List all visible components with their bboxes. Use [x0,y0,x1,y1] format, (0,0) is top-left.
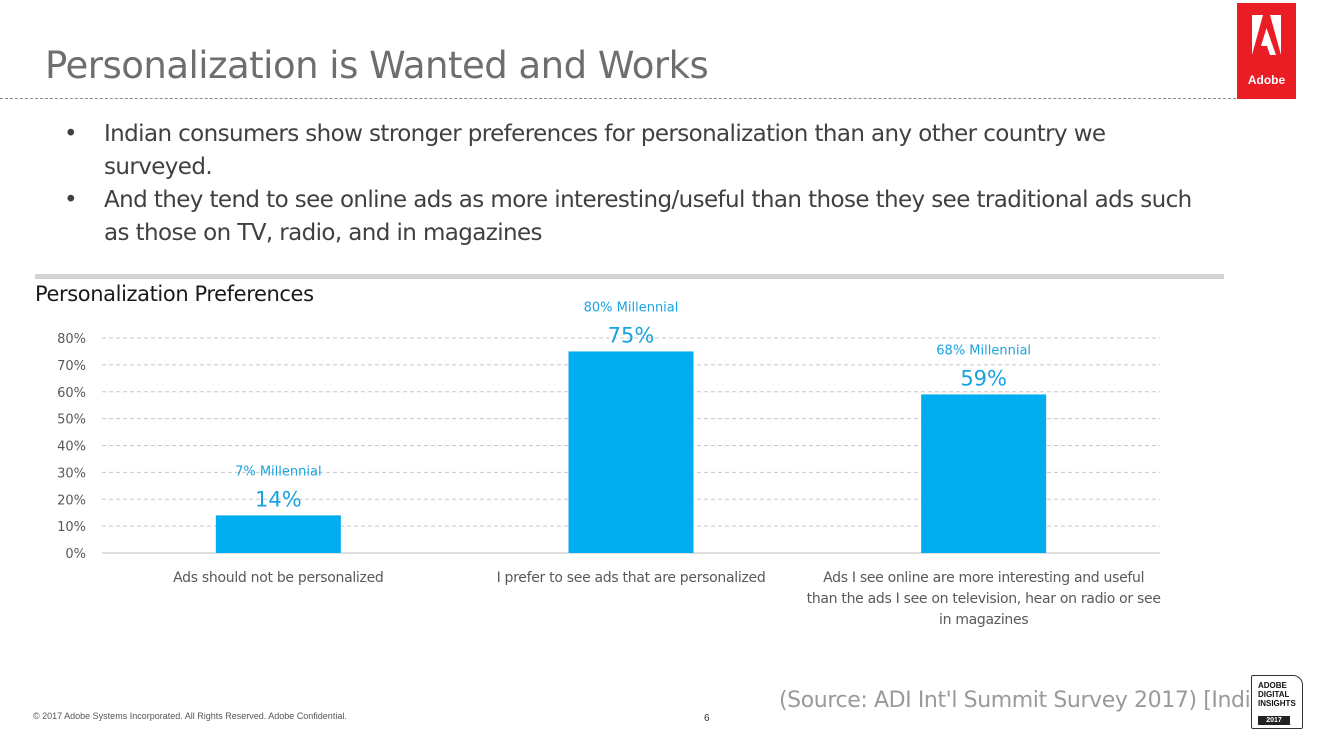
data-label: 14% [255,487,302,511]
y-tick-label: 10% [57,520,86,535]
bullet-text: Indian consumers show stronger preferenc… [104,121,1106,180]
badge-year: 2017 [1258,716,1290,725]
adobe-wordmark: Adobe [1247,73,1286,87]
y-tick-label: 0% [65,547,86,562]
adobe-digital-insights-badge: ADOBE DIGITAL INSIGHTS 2017 [1251,675,1303,729]
copyright-notice: © 2017 Adobe Systems Incorporated. All R… [33,711,347,721]
title-divider [0,98,1236,99]
y-tick-label: 40% [57,440,86,455]
millennial-annotation: 80% Millennial [584,300,679,315]
y-tick-label: 80% [57,332,86,347]
data-label: 59% [960,366,1007,390]
y-tick-label: 60% [57,386,86,401]
x-category-label: I prefer to see ads that are personalize… [497,570,766,586]
bar-chart: 0% 10% 20% 30% 40% 50% 60% 70% 80% 14% 7% Millenni… [57,300,1161,628]
y-tick-label: 20% [57,493,86,508]
x-category-label: in magazines [939,612,1028,628]
x-category-label: than the ads I see on television, hear o… [807,591,1161,607]
page-number: 6 [704,713,710,724]
y-tick-label: 30% [57,466,86,481]
bullet-item: • And they tend to see online ads as mor… [62,184,1192,250]
source-note: (Source: ADI Int'l Summit Survey 2017) [… [779,688,1272,713]
adobe-logo: Adobe [1237,3,1296,99]
y-tick-label: 70% [57,359,86,374]
bullet-text: And they tend to see online ads as more … [104,187,1192,246]
bar [215,515,341,553]
millennial-annotation: 7% Millennial [235,464,321,479]
x-category-label: Ads should not be personalized [173,570,383,586]
adobe-a-icon [1252,15,1281,55]
data-label: 75% [608,323,655,347]
bullet-icon: • [64,187,78,213]
slide-title: Personalization is Wanted and Works [45,44,709,87]
badge-line: DIGITAL [1258,690,1290,699]
chart-title: Personalization Preferences [35,282,314,306]
bullet-list: • Indian consumers show stronger prefere… [62,118,1192,250]
bullet-item: • Indian consumers show stronger prefere… [62,118,1192,184]
badge-line: INSIGHTS [1258,699,1296,708]
y-tick-label: 50% [57,413,86,428]
badge-line: ADOBE [1258,681,1287,690]
bullet-icon: • [64,121,78,147]
x-category-label: Ads I see online are more interesting an… [823,570,1144,586]
section-divider [35,274,1224,279]
millennial-annotation: 68% Millennial [936,343,1031,358]
bar [568,351,694,553]
bar [921,394,1047,553]
